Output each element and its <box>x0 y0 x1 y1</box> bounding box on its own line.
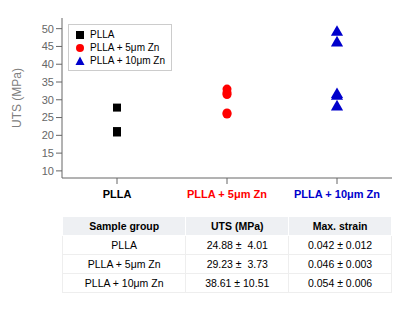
html-text:0.046 ± 0.003: 0.046 ± 0.003 <box>308 258 373 270</box>
svg-text:45: 45 <box>42 40 54 52</box>
svg-text:PLLA + 5μm Zn: PLLA + 5μm Zn <box>187 188 267 200</box>
html-text:Sample group: Sample group <box>89 220 160 232</box>
html-text:24.88 ± 4.01: 24.88 ± 4.01 <box>206 239 268 251</box>
html-text:PLLA: PLLA <box>111 239 137 251</box>
html-text:PLLA + 5μm Zn: PLLA + 5μm Zn <box>87 258 161 270</box>
svg-text:PLLA: PLLA <box>103 188 132 200</box>
svg-text:15: 15 <box>42 147 54 159</box>
html-text:PLLA: PLLA <box>90 29 115 40</box>
svg-text:40: 40 <box>42 58 54 70</box>
html-text:0.042 ± 0.012: 0.042 ± 0.012 <box>308 239 373 251</box>
html-text:PLLA + 10μm Zn: PLLA + 10μm Zn <box>84 277 164 289</box>
html-text:Max. strain: Max. strain <box>312 220 368 232</box>
svg-text:35: 35 <box>42 76 54 88</box>
html-text:0.054 ± 0.006: 0.054 ± 0.006 <box>308 277 373 289</box>
svg-text:50: 50 <box>42 23 54 35</box>
svg-text:PLLA + 10μm Zn: PLLA + 10μm Zn <box>294 188 380 200</box>
html-text:UTS (MPa): UTS (MPa) <box>211 220 264 232</box>
svg-text:25: 25 <box>42 111 54 123</box>
svg-text:UTS (MPa): UTS (MPa) <box>10 68 24 128</box>
html-text:PLLA + 10μm Zn: PLLA + 10μm Zn <box>90 55 165 66</box>
html-text:38.61 ± 10.51: 38.61 ± 10.51 <box>205 277 270 289</box>
svg-text:10: 10 <box>42 165 54 177</box>
html-text:PLLA + 5μm Zn: PLLA + 5μm Zn <box>90 42 160 53</box>
html-text:29.23 ± 3.73: 29.23 ± 3.73 <box>206 258 268 270</box>
svg-text:30: 30 <box>42 94 54 106</box>
svg-text:20: 20 <box>42 129 54 141</box>
